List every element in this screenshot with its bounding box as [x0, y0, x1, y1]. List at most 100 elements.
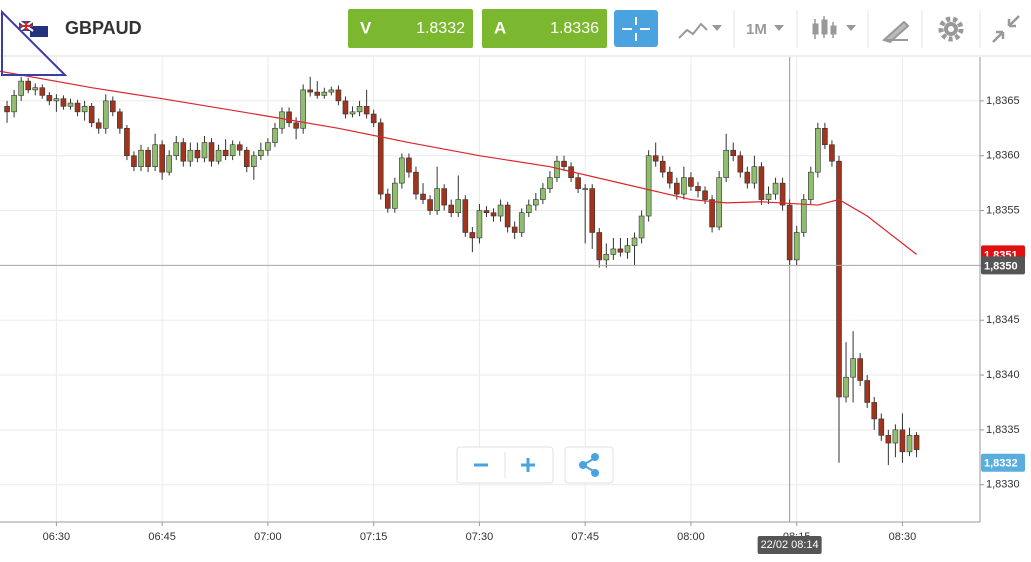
candle-body — [392, 182, 398, 209]
candle-body — [293, 122, 299, 129]
candle-body — [906, 435, 913, 453]
price-tag — [981, 453, 1025, 472]
candle-body — [504, 204, 511, 228]
bid-button[interactable] — [348, 9, 473, 48]
candle-body — [836, 160, 842, 398]
candle-body — [462, 199, 469, 233]
candle-body — [892, 429, 899, 444]
zoom-in[interactable] — [521, 458, 535, 472]
candle-body — [342, 100, 349, 115]
candle-body — [11, 95, 17, 113]
candle-body — [793, 232, 800, 261]
candle-body — [173, 142, 180, 157]
triangle-drawing — [1, 9, 68, 76]
candle-body — [399, 157, 405, 184]
price-tag-label: 1,8332 — [984, 458, 1018, 470]
candle-body — [589, 188, 596, 233]
x-tick-label: 08:00 — [677, 531, 705, 543]
candle-body — [384, 193, 391, 209]
candle-body — [60, 98, 67, 107]
candle-body — [610, 248, 617, 255]
candle-body — [215, 149, 222, 162]
candle-body — [152, 144, 158, 167]
candle-body — [490, 212, 497, 217]
ask-price: 1.8336 — [550, 20, 599, 37]
candle-body — [434, 188, 440, 211]
candle-body — [483, 210, 490, 214]
candle-body — [138, 149, 144, 167]
candle-body — [180, 142, 187, 162]
x-tick-label: 07:00 — [254, 531, 282, 543]
price-tag-label: 1,8351 — [984, 249, 1018, 261]
candle-body — [300, 89, 306, 129]
candle-body — [518, 212, 525, 233]
ask-button[interactable] — [482, 9, 607, 48]
candle-body — [779, 182, 786, 206]
ask-label: A — [494, 18, 506, 37]
candle-body — [187, 149, 194, 162]
plot: 1,8330 1,8335 1,8340 1,8345 1,8350 1,8355 1,83… — [0, 57, 1020, 543]
candle-body — [638, 215, 645, 239]
x-tick-label: 07:30 — [466, 531, 494, 543]
period-caret — [774, 25, 784, 31]
candle-body — [899, 429, 906, 453]
candle-body — [476, 210, 483, 239]
candle-body — [561, 160, 567, 167]
moving-average — [0, 70, 917, 255]
candle-body — [843, 376, 849, 398]
candle-body — [744, 171, 751, 184]
candle-body — [582, 188, 588, 190]
candle-body — [878, 418, 885, 436]
candle-body — [596, 232, 603, 261]
candle-body — [730, 149, 737, 157]
candle-body — [765, 193, 772, 200]
candle-body — [81, 106, 88, 113]
y-tick-label: 1,8365 — [986, 95, 1020, 107]
draw-button[interactable] — [882, 20, 910, 44]
candle-body — [666, 171, 673, 184]
candle-body — [533, 199, 539, 206]
candle-body — [307, 89, 314, 93]
candle-body — [772, 182, 779, 195]
share-button[interactable] — [564, 446, 614, 484]
candle-body — [356, 106, 363, 113]
candle-body — [807, 171, 814, 200]
candle-body — [328, 89, 335, 93]
candle-body — [4, 106, 10, 113]
candle-body — [102, 100, 109, 129]
candle-body — [370, 113, 377, 124]
x-tick-label: 08:30 — [889, 531, 917, 543]
candle-type-button[interactable] — [812, 16, 856, 39]
candle-body — [554, 160, 560, 178]
candle-body — [265, 142, 271, 151]
candle-body — [800, 199, 807, 233]
candle-body — [208, 142, 215, 162]
candle-body — [469, 232, 476, 239]
candle-body — [723, 149, 729, 178]
candle-body — [652, 155, 659, 162]
candle-body — [18, 80, 24, 96]
chart-type-button[interactable] — [678, 22, 722, 39]
crosshair-tag — [757, 536, 822, 554]
candle-body — [363, 106, 370, 115]
crosshair-button[interactable] — [614, 10, 658, 47]
candle-body — [511, 226, 518, 233]
y-tick-label: 1,8355 — [986, 204, 1020, 216]
candle-body — [124, 127, 130, 157]
candle-body — [786, 204, 793, 261]
candle-body — [525, 204, 532, 214]
period-button[interactable]: 1M — [746, 21, 767, 38]
candle-body — [46, 95, 53, 102]
candle-body — [243, 149, 250, 167]
candle-body — [497, 204, 504, 217]
collapse-button[interactable] — [992, 15, 1020, 43]
settings-button[interactable] — [938, 16, 964, 42]
candle-body — [617, 248, 624, 253]
candle-body — [413, 171, 419, 195]
candle-body — [575, 177, 581, 189]
candle-body — [441, 188, 447, 206]
candle-body — [758, 166, 765, 200]
candle-body — [110, 100, 116, 113]
